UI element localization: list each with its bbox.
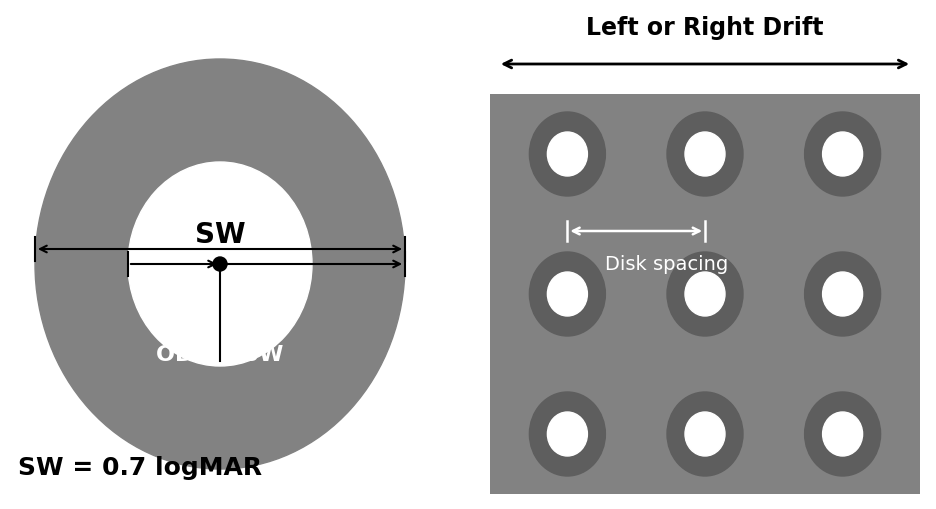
Text: SW: SW: [195, 220, 245, 248]
Ellipse shape: [685, 272, 725, 317]
Ellipse shape: [667, 113, 743, 196]
Ellipse shape: [128, 163, 312, 366]
Ellipse shape: [805, 252, 881, 336]
Ellipse shape: [548, 272, 588, 317]
Ellipse shape: [805, 113, 881, 196]
Ellipse shape: [530, 392, 606, 476]
Ellipse shape: [667, 252, 743, 336]
Ellipse shape: [685, 412, 725, 456]
Ellipse shape: [530, 252, 606, 336]
Ellipse shape: [548, 412, 588, 456]
Ellipse shape: [823, 133, 863, 177]
Ellipse shape: [213, 258, 227, 271]
Ellipse shape: [685, 133, 725, 177]
Bar: [490, 95, 920, 494]
Ellipse shape: [530, 113, 606, 196]
Ellipse shape: [548, 133, 588, 177]
Text: Disk spacing: Disk spacing: [605, 254, 728, 273]
Ellipse shape: [667, 392, 743, 476]
Text: SW = 0.7 logMAR: SW = 0.7 logMAR: [18, 455, 262, 479]
Text: OD = 2SW: OD = 2SW: [156, 344, 284, 364]
Ellipse shape: [823, 412, 863, 456]
Ellipse shape: [823, 272, 863, 317]
Text: Left or Right Drift: Left or Right Drift: [586, 16, 824, 40]
Ellipse shape: [805, 392, 881, 476]
Ellipse shape: [35, 60, 405, 469]
